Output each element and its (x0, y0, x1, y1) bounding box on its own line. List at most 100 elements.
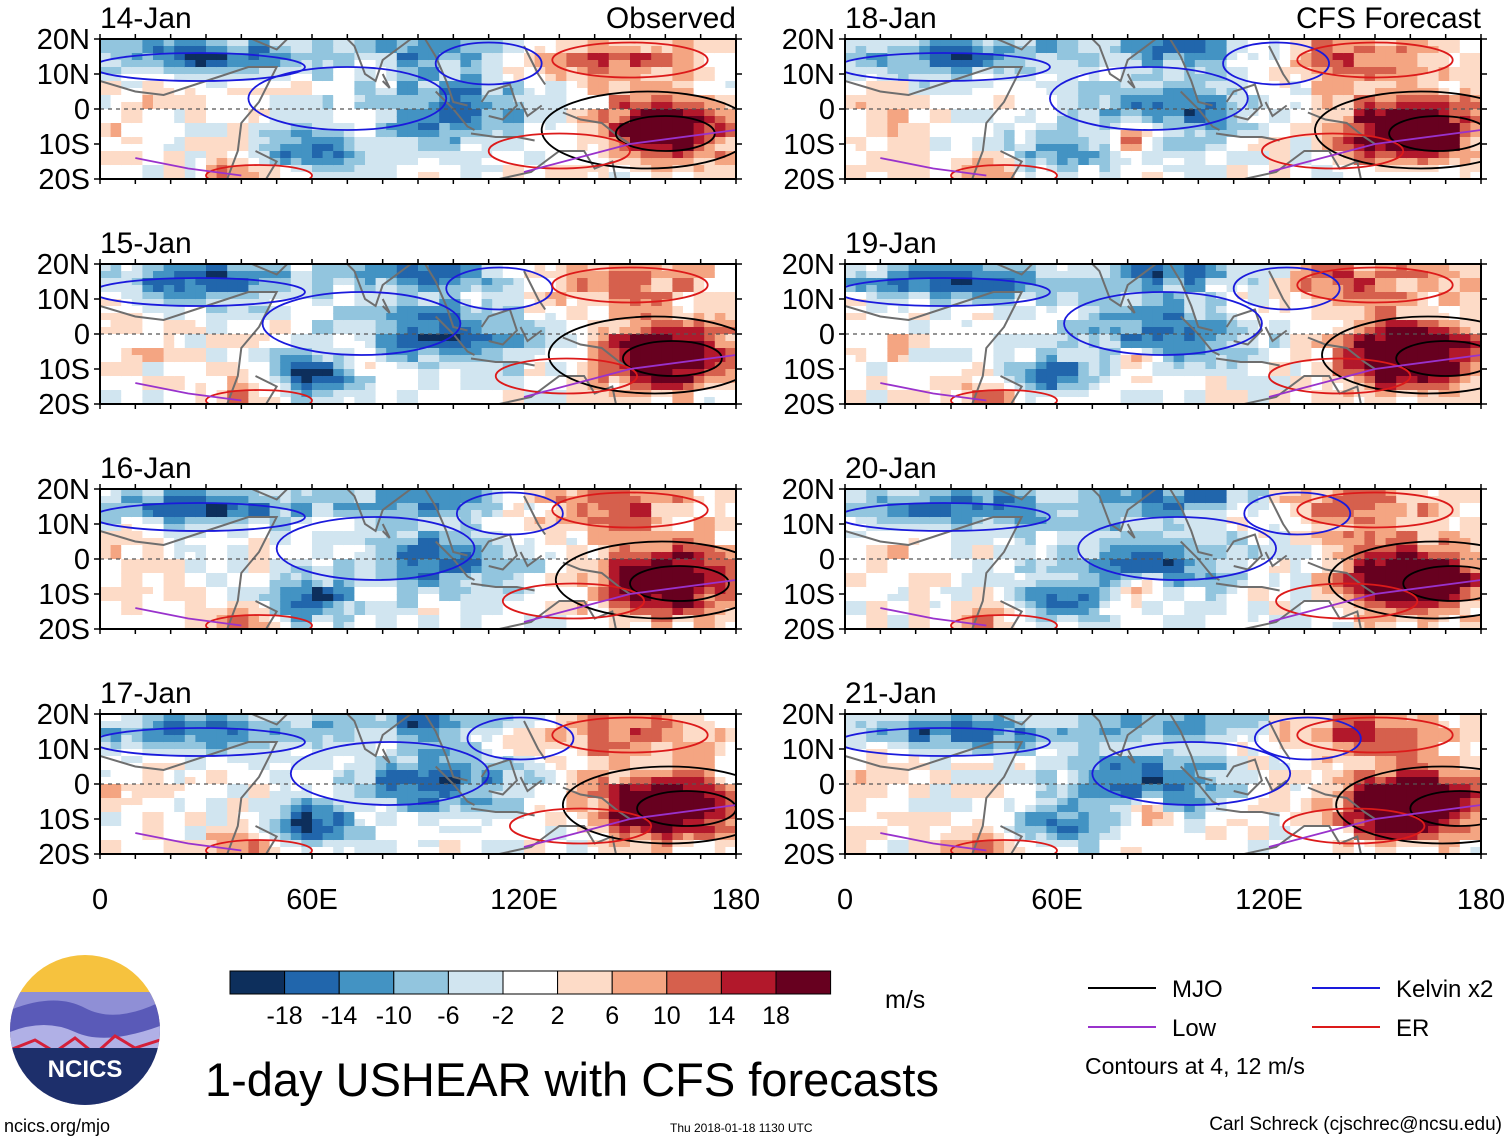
shading-cell (598, 833, 610, 841)
shading-cell (672, 81, 684, 89)
shading-cell (640, 271, 652, 279)
shading-cell (439, 334, 451, 342)
shading-cell (714, 531, 726, 539)
shading-cell (460, 158, 472, 166)
shading-cell (481, 728, 493, 736)
shading-cell (163, 376, 175, 384)
shading-cell (174, 116, 186, 124)
shading-cell (206, 763, 218, 771)
shading-cell (375, 362, 387, 370)
shading-cell (534, 116, 546, 124)
shading-cell (566, 566, 578, 574)
shading-cell (142, 67, 154, 75)
shading-cell (227, 756, 239, 764)
shading-cell (439, 165, 451, 173)
shading-cell (184, 369, 196, 377)
shading-cell (439, 587, 451, 595)
shading-cell (280, 271, 292, 279)
shading-cell (312, 376, 324, 384)
shading-cell (449, 833, 461, 841)
shading-cell (651, 278, 663, 286)
kelvin-contour (247, 66, 448, 131)
shading-cell (471, 292, 483, 300)
shading-cell (407, 805, 419, 813)
shading-cell (365, 271, 377, 279)
shading-cell (312, 88, 324, 96)
shading-cell (587, 116, 599, 124)
shading-cell (449, 594, 461, 602)
shading-cell (545, 826, 557, 834)
shading-cell (428, 264, 440, 272)
shading-cell (683, 805, 695, 813)
shading-cell (396, 397, 408, 404)
shading-cell (651, 749, 663, 757)
shading-cell (259, 102, 271, 110)
shading-cell (619, 60, 631, 68)
shading-cell (227, 580, 239, 588)
shading-cell (502, 165, 514, 173)
shading-cell (598, 362, 610, 370)
er-contour (551, 266, 709, 304)
shading-cell (121, 271, 133, 279)
shading-cell (513, 369, 525, 377)
shading-cell (248, 496, 260, 504)
shading-cell (725, 608, 736, 616)
shading-cell (121, 608, 133, 616)
shading-cell (354, 517, 366, 525)
shading-cell (672, 756, 684, 764)
shading-cell (672, 826, 684, 834)
shading-cell (439, 784, 451, 792)
shading-cell (672, 383, 684, 391)
shading-cell (163, 833, 175, 841)
shading-cell (131, 60, 143, 68)
shading-cell (407, 503, 419, 511)
shading-cell (481, 573, 493, 581)
shading-cell (216, 805, 228, 813)
shading-cell (153, 74, 165, 82)
shading-cell (142, 566, 154, 574)
shading-cell (184, 137, 196, 145)
shading-cell (343, 742, 355, 750)
shading-cell (142, 622, 154, 629)
shading-cell (640, 144, 652, 152)
shading-cell (375, 320, 387, 328)
shading-cell (545, 74, 557, 82)
shading-cell (206, 109, 218, 117)
shading-cell (259, 320, 271, 328)
shading-cell (290, 271, 302, 279)
shading-cell (661, 348, 673, 356)
shading-cell (651, 81, 663, 89)
shading-cell (396, 95, 408, 103)
shading-cell (100, 587, 112, 595)
shading-cell (290, 334, 302, 342)
er-contour (205, 164, 313, 179)
shading-cell (280, 840, 292, 848)
shading-cell (661, 327, 673, 335)
shading-cell (110, 292, 122, 300)
shading-cell (524, 840, 536, 848)
shading-cell (153, 341, 165, 349)
shading-cell (163, 109, 175, 117)
shading-cell (237, 137, 249, 145)
shading-cell (290, 608, 302, 616)
shading-cell (418, 151, 430, 159)
shading-cell (524, 749, 536, 757)
shading-cell (312, 116, 324, 124)
shading-cell (365, 545, 377, 553)
shading-cell (577, 172, 589, 179)
shading-cell (661, 580, 673, 588)
shading-cell (184, 130, 196, 138)
shading-cell (566, 334, 578, 342)
shading-cell (301, 763, 313, 771)
low-contour (135, 157, 242, 177)
shading-cell (322, 348, 334, 356)
shading-cell (386, 622, 398, 629)
shading-cell (110, 601, 122, 609)
shading-cell (206, 158, 218, 166)
shading-cell (142, 601, 154, 609)
shading-cell (651, 510, 663, 518)
shading-cell (100, 172, 112, 179)
shading-cell (301, 742, 313, 750)
shading-cell (428, 805, 440, 813)
